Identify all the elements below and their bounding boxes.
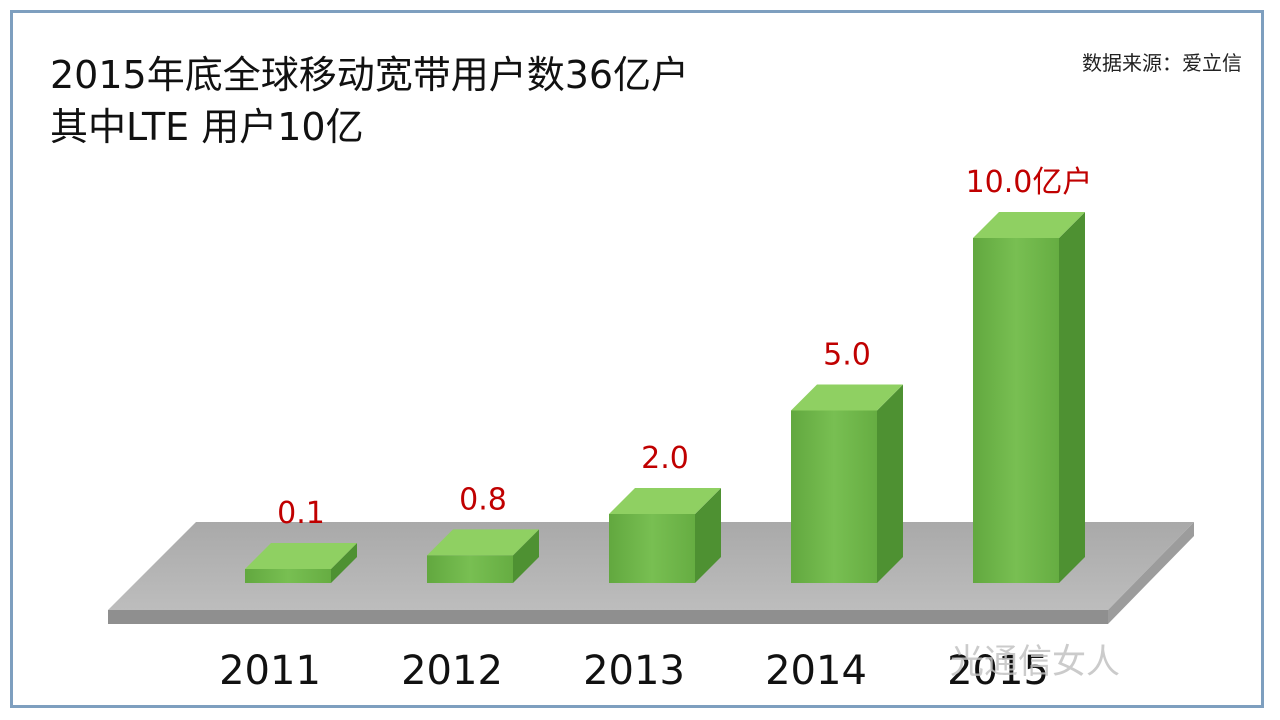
data-label-2011: 0.1: [277, 496, 325, 531]
bar-side: [695, 488, 721, 583]
floor-front: [108, 610, 1108, 624]
x-tick-label-2014: 2014: [765, 648, 867, 694]
bar-front: [973, 238, 1059, 583]
x-tick-label-2011: 2011: [219, 648, 321, 694]
bar-2014: [791, 384, 903, 583]
bar-front: [245, 569, 331, 583]
bar-top: [973, 212, 1085, 238]
x-tick-label-2013: 2013: [583, 648, 685, 694]
bar-front: [791, 410, 877, 583]
bar-2012: [427, 529, 539, 583]
bar-top: [427, 529, 539, 556]
watermark: 光通信女人: [950, 642, 1120, 682]
data-label-2014: 5.0: [823, 338, 871, 373]
x-axis-tick-labels: 2011 2012 2013 2014 2015: [219, 648, 1049, 694]
bar-side: [513, 529, 539, 583]
data-labels-group: 0.1 0.8 2.0 5.0 10.0亿户: [277, 165, 1092, 531]
x-tick-label-2012: 2012: [401, 648, 503, 694]
x-tick-label-2015: 2015: [947, 648, 1049, 694]
bar-2013: [609, 488, 721, 583]
bars-group: [245, 212, 1085, 583]
bar-2015: [973, 212, 1085, 583]
chart-title-line-2: 其中LTE 用户10亿: [50, 105, 364, 149]
bar-side: [331, 543, 357, 583]
chart-title-line-1: 2015年底全球移动宽带用户数36亿户: [50, 53, 690, 97]
data-label-2015: 10.0亿户: [966, 165, 1093, 200]
bar-side: [877, 384, 903, 583]
bar-top: [245, 543, 357, 569]
data-label-2013: 2.0: [641, 441, 689, 476]
floor-side: [1108, 522, 1194, 624]
bar-front: [427, 555, 513, 583]
bar-top: [791, 384, 903, 411]
data-source-note: 数据来源：爱立信: [1082, 51, 1242, 75]
bar-side: [1059, 212, 1085, 583]
data-label-2012: 0.8: [459, 482, 507, 517]
bar-2011: [245, 543, 357, 583]
bar-top: [609, 488, 721, 514]
bar-front: [609, 514, 695, 583]
